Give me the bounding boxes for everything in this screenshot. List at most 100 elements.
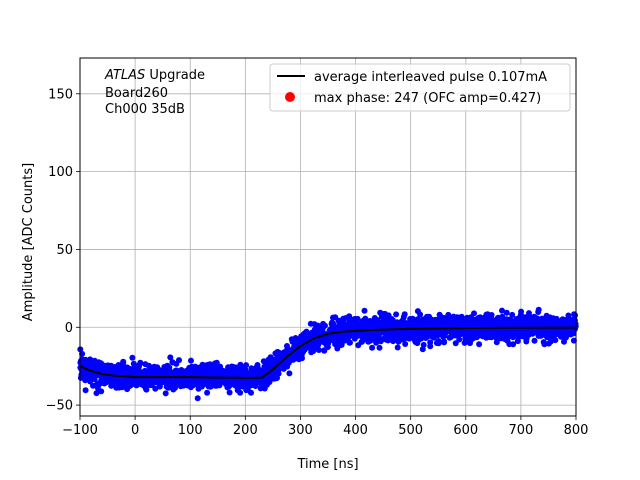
sample-point bbox=[384, 335, 391, 342]
sample-point bbox=[442, 331, 448, 337]
sample-point bbox=[497, 335, 504, 342]
sample-point bbox=[204, 389, 211, 396]
sample-point bbox=[220, 371, 227, 378]
sample-point bbox=[555, 331, 562, 338]
y-axis-label: Amplitude [ADC Counts] bbox=[21, 163, 36, 321]
sample-point bbox=[479, 333, 486, 340]
sample-point bbox=[164, 382, 170, 389]
sample-point bbox=[176, 357, 182, 364]
sample-point bbox=[338, 341, 345, 348]
sample-point bbox=[388, 316, 395, 322]
sample-point bbox=[410, 331, 417, 338]
sample-point bbox=[162, 390, 169, 397]
sample-point bbox=[377, 338, 384, 345]
sample-point bbox=[88, 374, 95, 381]
sample-point bbox=[225, 369, 232, 376]
sample-point bbox=[123, 365, 130, 372]
sample-point bbox=[504, 337, 511, 344]
x-tick-label: 200 bbox=[233, 423, 258, 438]
sample-point bbox=[427, 339, 434, 346]
sample-point bbox=[405, 321, 412, 328]
sample-point bbox=[552, 321, 559, 328]
x-tick-label: 600 bbox=[453, 423, 478, 438]
sample-point bbox=[369, 344, 376, 351]
sample-point bbox=[321, 347, 328, 354]
sample-point bbox=[226, 389, 233, 396]
sample-point bbox=[361, 317, 368, 323]
atlas-upgrade-label: ATLAS Upgrade bbox=[104, 68, 205, 83]
sample-point bbox=[178, 367, 185, 373]
y-axis-ticks: −50 0 50 100 150 bbox=[46, 87, 80, 414]
sample-point bbox=[290, 356, 297, 363]
sample-point bbox=[284, 343, 290, 349]
sample-point bbox=[135, 363, 142, 370]
sample-point bbox=[570, 337, 577, 344]
sample-point bbox=[431, 332, 437, 339]
sample-point bbox=[152, 385, 159, 392]
sample-point bbox=[93, 390, 100, 397]
sample-point bbox=[506, 333, 513, 339]
sample-point bbox=[281, 363, 287, 370]
sample-point bbox=[476, 341, 483, 348]
sample-point bbox=[142, 361, 149, 368]
sample-point bbox=[354, 323, 361, 329]
sample-point bbox=[212, 379, 218, 385]
sample-point bbox=[169, 371, 176, 378]
sample-point bbox=[538, 317, 545, 324]
sample-point bbox=[195, 379, 202, 386]
sample-point bbox=[452, 340, 459, 347]
sample-point bbox=[373, 339, 380, 346]
sample-point bbox=[82, 377, 89, 384]
sample-point bbox=[130, 360, 137, 367]
x-tick-label: 800 bbox=[564, 423, 589, 438]
sample-point bbox=[499, 320, 506, 327]
sample-point bbox=[157, 380, 164, 387]
sample-point bbox=[296, 356, 302, 363]
sample-point bbox=[330, 314, 336, 321]
sample-point bbox=[432, 316, 439, 323]
sample-point bbox=[345, 335, 351, 342]
sample-point bbox=[193, 368, 200, 375]
sample-point bbox=[359, 322, 366, 329]
sample-point bbox=[307, 320, 314, 327]
sample-point bbox=[210, 369, 217, 376]
sample-point bbox=[194, 395, 201, 402]
sample-point bbox=[213, 359, 220, 366]
plot-frame bbox=[79, 57, 577, 417]
sample-point bbox=[164, 362, 171, 369]
sample-point bbox=[138, 371, 145, 378]
sample-point bbox=[450, 313, 457, 320]
sample-point bbox=[531, 313, 538, 320]
sample-point bbox=[382, 315, 389, 322]
sample-point bbox=[394, 319, 401, 326]
sample-point bbox=[275, 370, 282, 377]
sample-point bbox=[189, 382, 195, 389]
x-axis-label: Time [ns] bbox=[296, 457, 358, 472]
sample-point bbox=[355, 330, 362, 337]
sample-point bbox=[401, 311, 408, 318]
sample-point bbox=[464, 314, 471, 321]
sample-point bbox=[82, 387, 89, 394]
sample-point bbox=[509, 311, 516, 318]
sample-point bbox=[133, 377, 140, 384]
sample-point bbox=[419, 346, 426, 353]
sample-point bbox=[503, 309, 510, 316]
sample-point bbox=[106, 377, 113, 384]
sample-point bbox=[475, 315, 482, 321]
sample-point bbox=[116, 384, 123, 391]
sample-point bbox=[82, 356, 89, 363]
sample-point bbox=[266, 379, 273, 385]
sample-point bbox=[517, 311, 524, 318]
sample-point bbox=[336, 319, 343, 326]
sample-point bbox=[252, 383, 259, 389]
sample-point bbox=[550, 315, 557, 322]
sample-point bbox=[441, 338, 448, 345]
sample-point bbox=[172, 384, 178, 391]
x-tick-label: 500 bbox=[398, 423, 423, 438]
sample-point bbox=[394, 335, 400, 342]
sample-point bbox=[167, 354, 174, 361]
sample-point bbox=[517, 327, 523, 334]
sample-point bbox=[286, 370, 293, 377]
x-tick-label: 0 bbox=[131, 423, 139, 438]
atlas-label: ATLAS bbox=[104, 68, 145, 83]
